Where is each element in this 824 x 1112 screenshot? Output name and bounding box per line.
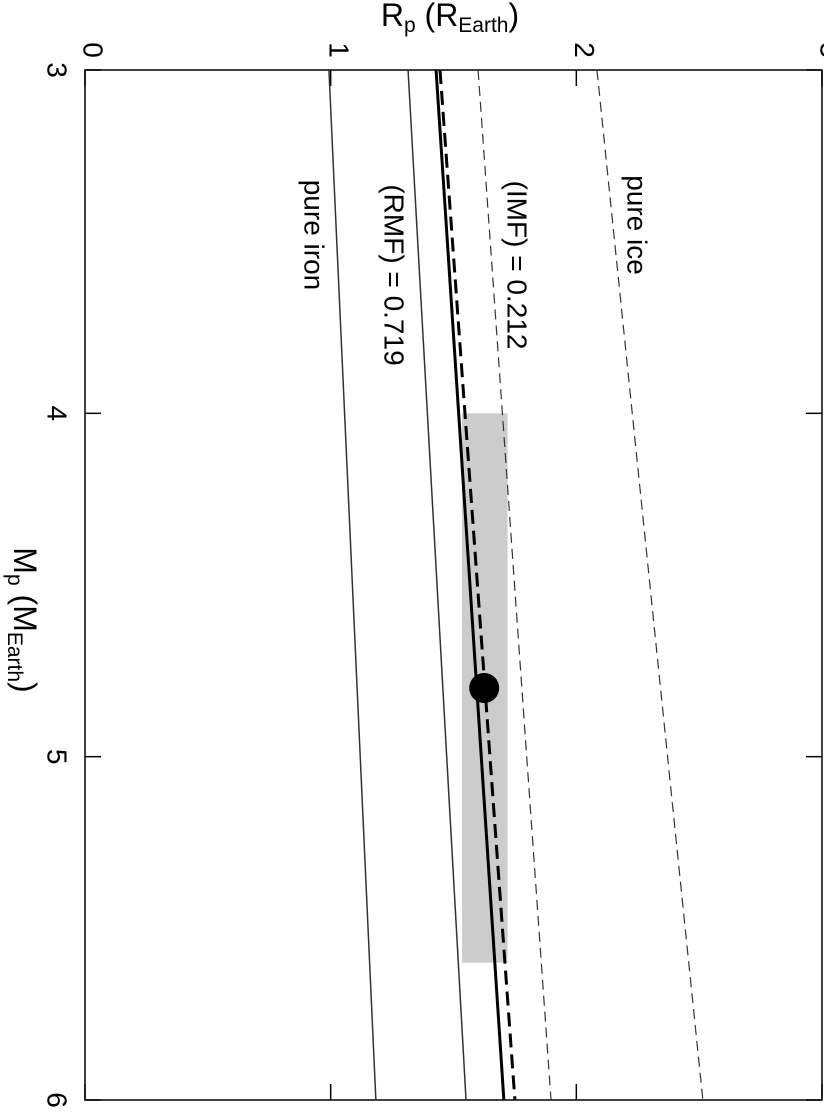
- model-line: [407, 69, 467, 1101]
- x-tick-label: 6: [42, 1092, 73, 1107]
- model-line: [438, 69, 517, 1101]
- model-line: [596, 69, 704, 1101]
- annotation: (RMF) = 0.719: [379, 184, 410, 365]
- annotation: pure ice: [622, 175, 653, 275]
- x-tick-label: 3: [42, 62, 73, 78]
- x-tick-label: 4: [42, 406, 73, 422]
- axis-title: Mp (MEarth): [3, 547, 42, 692]
- axis-title-part: M: [7, 547, 43, 574]
- y-tick-label: 3: [815, 42, 824, 58]
- axis-title-part: (R: [416, 0, 459, 33]
- model-line: [477, 69, 552, 1101]
- y-tick-label: 1: [323, 42, 354, 58]
- axis-title-part: Earth: [3, 632, 26, 682]
- model-line: [434, 69, 506, 1101]
- y-tick-label: 2: [569, 42, 600, 58]
- annotation: pure iron: [299, 180, 330, 291]
- plot-frame: [84, 69, 823, 1101]
- y-tick-label: 0: [78, 42, 109, 58]
- model-line: [328, 69, 377, 1101]
- axis-title-part: (M: [7, 586, 43, 632]
- axis-title-part: p: [404, 14, 416, 37]
- axis-title-part: ): [7, 682, 43, 693]
- axis-title-part: Earth: [458, 14, 508, 37]
- x-tick-label: 5: [42, 749, 73, 765]
- annotation: (IMF) = 0.212: [502, 181, 533, 350]
- axis-title-part: R: [381, 0, 404, 33]
- axis-title-part: ): [509, 0, 520, 33]
- axis-title-part: p: [3, 574, 26, 586]
- planet-point: [469, 673, 500, 703]
- axis-title: Rp (REarth): [381, 0, 519, 37]
